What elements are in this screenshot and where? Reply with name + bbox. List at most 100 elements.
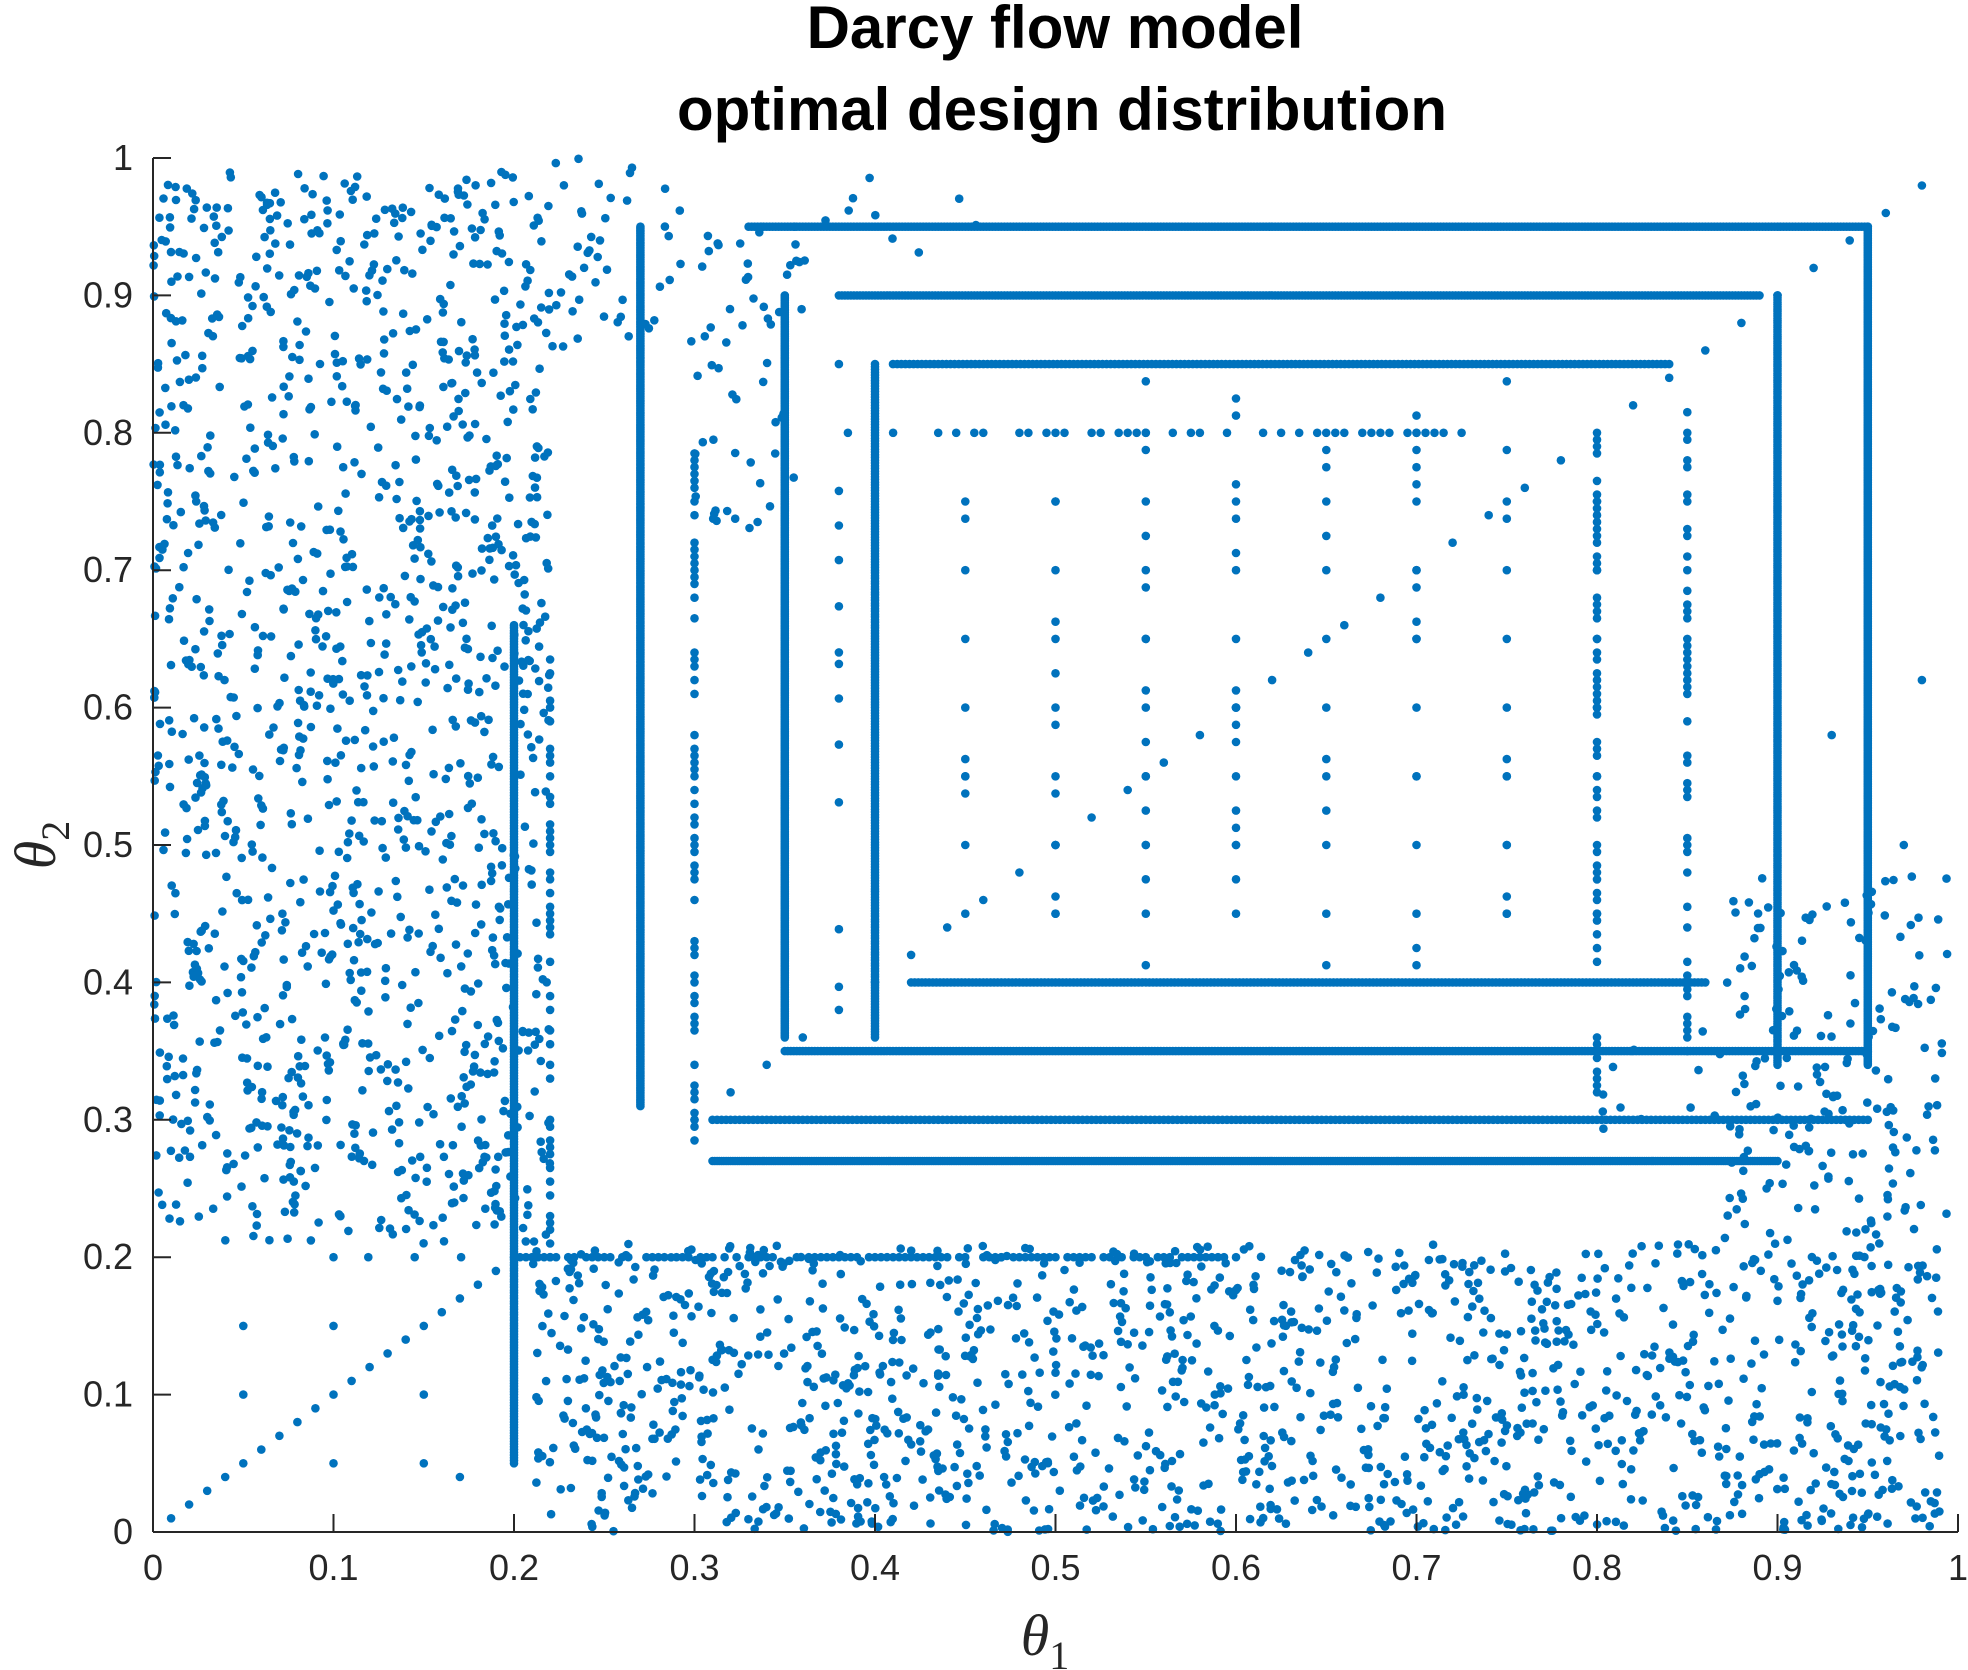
data-point xyxy=(1412,565,1421,575)
data-point xyxy=(690,971,699,980)
data-point xyxy=(1114,428,1123,438)
data-point xyxy=(202,1486,212,1496)
data-point xyxy=(1430,428,1439,438)
data-point xyxy=(1141,909,1151,918)
data-point xyxy=(1222,428,1232,438)
data-point xyxy=(1592,847,1602,857)
data-point xyxy=(1141,565,1151,575)
data-point xyxy=(1845,236,1854,245)
data-point xyxy=(1087,1252,1096,1262)
data-point xyxy=(843,428,853,438)
data-point xyxy=(1087,428,1096,438)
data-point xyxy=(690,614,699,623)
data-point xyxy=(1683,778,1692,788)
data-point xyxy=(1060,428,1069,438)
data-point xyxy=(1683,1012,1692,1022)
data-point xyxy=(311,1404,320,1413)
data-point xyxy=(834,1005,844,1015)
data-point xyxy=(1917,675,1927,685)
data-point xyxy=(419,1321,429,1331)
data-point xyxy=(1141,737,1151,747)
data-point xyxy=(473,1280,483,1289)
data-point xyxy=(961,565,970,575)
data-point xyxy=(239,1321,248,1331)
data-point xyxy=(906,950,916,960)
data-point xyxy=(1141,703,1151,712)
data-point xyxy=(329,1321,338,1331)
data-point xyxy=(961,754,970,764)
data-point xyxy=(1051,703,1060,712)
data-point xyxy=(720,1252,729,1262)
data-point xyxy=(220,1472,230,1482)
data-point xyxy=(275,1431,284,1441)
data-point xyxy=(1592,861,1602,870)
data-point xyxy=(942,923,952,932)
data-point xyxy=(1863,1115,1873,1125)
data-point xyxy=(1683,490,1692,499)
data-point xyxy=(690,813,699,822)
data-point xyxy=(1737,318,1746,328)
data-point xyxy=(1592,737,1602,747)
data-point xyxy=(1520,483,1530,493)
data-point xyxy=(834,555,844,565)
data-point xyxy=(1231,565,1241,575)
data-point xyxy=(1683,552,1692,561)
data-point xyxy=(1141,840,1151,850)
data-point xyxy=(1412,840,1421,850)
data-point xyxy=(690,991,699,1001)
data-point xyxy=(239,1390,248,1399)
data-point xyxy=(1592,806,1602,815)
data-point xyxy=(1592,957,1602,967)
data-point xyxy=(1015,868,1024,877)
data-point xyxy=(545,772,555,781)
data-point xyxy=(690,593,699,602)
data-point xyxy=(347,1376,356,1386)
data-point xyxy=(690,1012,699,1022)
data-point xyxy=(690,538,699,547)
data-point xyxy=(545,744,555,754)
data-point xyxy=(1123,428,1132,438)
data-point xyxy=(1592,435,1602,445)
data-point xyxy=(951,428,961,438)
data-point xyxy=(942,1252,952,1262)
data-point xyxy=(1141,497,1151,506)
data-point xyxy=(1683,957,1692,967)
data-point xyxy=(1412,703,1421,712)
data-point xyxy=(1322,634,1331,644)
data-point xyxy=(606,1252,615,1262)
data-point xyxy=(455,1294,465,1303)
data-point xyxy=(1051,497,1060,506)
data-point xyxy=(961,514,970,523)
data-point xyxy=(1683,565,1692,575)
data-point xyxy=(1051,1252,1060,1262)
data-point xyxy=(1322,703,1331,712)
data-point xyxy=(545,1252,555,1262)
data-point xyxy=(690,785,699,795)
data-point xyxy=(1340,428,1349,438)
data-point xyxy=(545,696,555,705)
data-point xyxy=(870,359,880,369)
data-point xyxy=(1592,634,1602,644)
data-point xyxy=(1358,428,1367,438)
data-point xyxy=(1592,490,1602,499)
data-point xyxy=(329,1459,338,1468)
data-point xyxy=(1881,208,1891,218)
data-point xyxy=(1141,875,1151,884)
data-point xyxy=(184,1500,194,1509)
data-point xyxy=(1592,428,1602,438)
data-point xyxy=(1322,772,1331,781)
data-point xyxy=(1051,428,1060,438)
data-point xyxy=(1683,971,1692,980)
data-point xyxy=(1592,785,1602,795)
data-point xyxy=(1457,428,1466,438)
data-point xyxy=(1592,1067,1602,1076)
data-point xyxy=(690,936,699,946)
data-point xyxy=(1755,291,1764,300)
data-point xyxy=(1448,538,1457,547)
data-point xyxy=(1087,813,1096,822)
data-point xyxy=(1683,586,1692,596)
data-point xyxy=(961,840,970,850)
data-point xyxy=(726,1088,735,1097)
data-point xyxy=(834,486,844,496)
